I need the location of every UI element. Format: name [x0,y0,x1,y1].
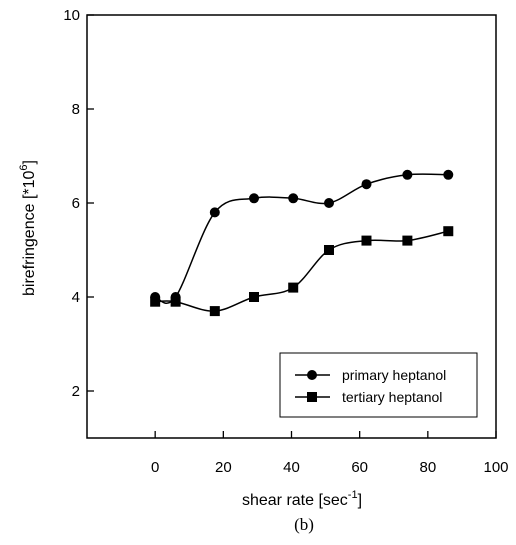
y-axis-title: birefringence [*106] [18,160,38,296]
legend-label-primary-heptanol: primary heptanol [342,367,446,383]
y-axis-title-text: birefringence [*10 [21,170,38,296]
x-axis-title-text: shear rate [sec [242,492,348,509]
data-point-tertiary-heptanol [443,226,454,237]
legend-box [279,352,478,418]
y-axis-title-superscript: 6 [18,164,30,170]
x-tick-label: 60 [351,459,368,476]
x-axis-title-suffix: ] [358,492,362,509]
y-tick-label: 2 [72,383,80,400]
data-point-tertiary-heptanol [288,282,299,293]
legend-label-tertiary-heptanol: tertiary heptanol [342,389,442,405]
data-point-tertiary-heptanol [170,296,181,307]
data-point-primary-heptanol [249,193,260,204]
x-tick-label: 100 [483,459,508,476]
x-tick-label: 80 [419,459,436,476]
data-point-tertiary-heptanol [361,235,372,246]
y-tick-label: 8 [72,101,80,118]
data-point-tertiary-heptanol [402,235,413,246]
y-axis-ticks: 2 4 6 8 10 [63,7,94,400]
data-point-primary-heptanol [443,169,454,180]
data-point-primary-heptanol [361,179,372,190]
data-point-tertiary-heptanol [323,245,334,255]
data-point-primary-heptanol [209,207,220,218]
legend-entries: primary heptanol tertiary heptanol [295,367,446,405]
y-tick-label: 6 [72,195,80,212]
panel-label: (b) [294,515,314,534]
series-primary-heptanol [150,169,454,304]
data-point-primary-heptanol [288,193,299,204]
y-tick-label: 4 [72,289,80,306]
data-point-primary-heptanol [323,198,334,208]
data-point-tertiary-heptanol [209,306,220,317]
legend-marker-tertiary-heptanol [307,392,317,402]
x-axis-ticks: 0 20 40 60 80 100 [151,431,509,476]
series-tertiary-heptanol [150,226,454,317]
legend: primary heptanol tertiary heptanol [279,352,478,418]
x-tick-label: 20 [215,459,232,476]
data-point-tertiary-heptanol [249,292,260,302]
series-layer [150,169,454,317]
x-tick-label: 40 [283,459,300,476]
x-tick-label: 0 [151,459,159,476]
y-tick-label: 10 [63,7,80,24]
data-point-tertiary-heptanol [150,296,161,307]
y-axis-title-suffix: ] [21,160,38,164]
data-point-primary-heptanol [402,169,413,180]
legend-marker-primary-heptanol [307,370,317,380]
x-axis-title-superscript: -1 [348,489,358,501]
x-axis-title: shear rate [sec-1] [242,489,362,509]
